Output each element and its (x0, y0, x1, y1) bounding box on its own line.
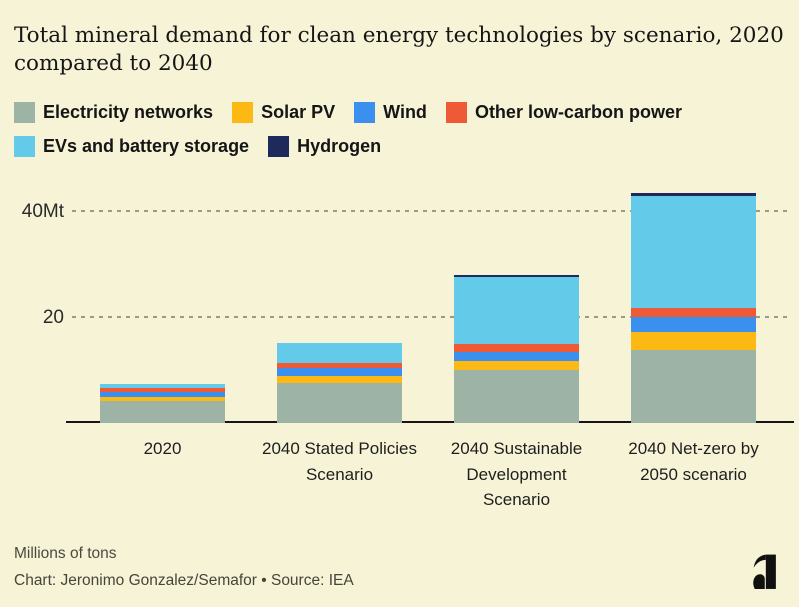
legend-label: EVs and battery storage (43, 136, 250, 156)
wind-swatch-icon (354, 102, 376, 123)
legend-item-evs-and-battery-storage: EVs and battery storage (14, 136, 249, 157)
segment-hydrogen (454, 275, 579, 278)
bar-2040-net-zero-by-2050-scenario (631, 192, 756, 423)
legend-item-wind: Wind (354, 102, 427, 123)
legend-item-electricity-networks: Electricity networks (14, 102, 213, 123)
y-axis-units-note: Millions of tons (14, 545, 117, 562)
legend-label: Solar PV (261, 102, 336, 122)
segment-hydrogen (631, 192, 756, 196)
segment-other-low-carbon-power (631, 308, 756, 318)
legend-label: Electricity networks (43, 102, 214, 122)
segment-wind (100, 392, 225, 397)
segment-solar-pv (631, 331, 756, 350)
source-credit: Chart: Jeronimo Gonzalez/Semafor • Sourc… (14, 572, 354, 589)
electricity-networks-swatch-icon (14, 102, 35, 123)
x-axis-label-2040-stated-policies-scenario: 2040 Stated Policies Scenario (262, 439, 417, 484)
segment-solar-pv (100, 396, 225, 401)
segment-wind (454, 352, 579, 361)
bar-2040-stated-policies-scenario (277, 342, 402, 423)
other-low-carbon-power-swatch-icon (445, 102, 467, 123)
chart-title: Total mineral demand for clean energy te… (14, 23, 784, 76)
y-tick-label: 20 (42, 307, 64, 328)
legend-label: Other low-carbon power (474, 102, 682, 122)
hydrogen-swatch-icon (268, 136, 290, 157)
segment-other-low-carbon-power (277, 363, 402, 369)
legend-label: Wind (383, 102, 427, 122)
legend: Electricity networks Solar PV Wind Other lo… (14, 102, 789, 157)
segment-electricity-networks (631, 349, 756, 423)
x-axis-label-2040-sustainable-development-scenario: 2040 Sustainable Development Scenario (450, 439, 583, 509)
segment-other-low-carbon-power (454, 344, 579, 352)
segment-hydrogen (277, 342, 402, 344)
x-axis-label-2020: 2020 (143, 439, 182, 458)
segment-electricity-networks (277, 383, 402, 423)
legend-item-other-low-carbon-power: Other low-carbon power (445, 102, 682, 123)
x-axis-label-2040-net-zero-by-2050-scenario: 2040 Net-zero by 2050 scenario (628, 439, 759, 484)
evs-and-battery-storage-swatch-icon (14, 136, 35, 157)
x-axis-line (66, 421, 794, 423)
semafor-logo-icon (753, 554, 776, 589)
segment-evs-and-battery-storage (100, 383, 225, 389)
bar-2040-sustainable-development-scenario (454, 275, 579, 423)
legend-label: Hydrogen (297, 136, 382, 156)
bar-2020 (100, 383, 225, 423)
gridline-40 (72, 210, 792, 212)
segment-evs-and-battery-storage (454, 277, 579, 345)
segment-electricity-networks (454, 370, 579, 423)
segment-evs-and-battery-storage (631, 195, 756, 309)
segment-electricity-networks (100, 400, 225, 423)
gridline-20 (72, 316, 792, 318)
segment-solar-pv (454, 361, 579, 370)
segment-wind (631, 317, 756, 332)
legend-item-solar-pv: Solar PV (232, 102, 335, 123)
legend-item-hydrogen: Hydrogen (268, 136, 381, 157)
segment-solar-pv (277, 376, 402, 384)
solar-pv-swatch-icon (232, 102, 254, 123)
y-tick-label: 40Mt (21, 201, 64, 222)
segment-evs-and-battery-storage (277, 343, 402, 364)
segment-wind (277, 368, 402, 377)
segment-other-low-carbon-power (100, 388, 225, 393)
